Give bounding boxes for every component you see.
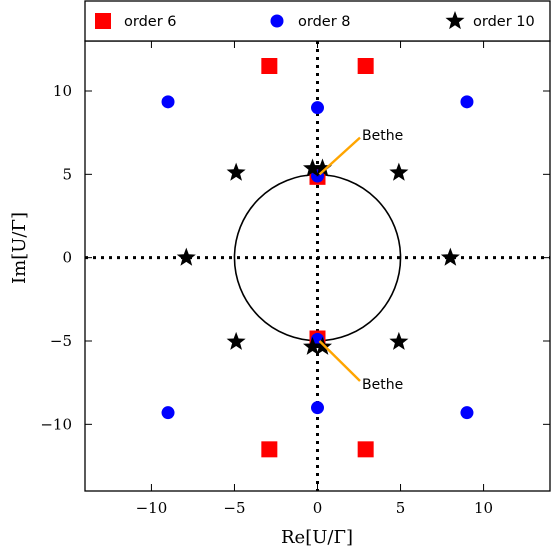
y-tick-label: 10 [53, 82, 72, 100]
plot-content [84, 40, 551, 492]
annotation-arrow [318, 136, 361, 176]
annotation-arrow [318, 340, 361, 382]
y-axis-label: Im[U/Γ] [9, 212, 30, 284]
legend-label-order-6: order 6 [124, 14, 177, 30]
data-point [303, 158, 323, 177]
data-point [389, 162, 409, 181]
data-point [261, 58, 278, 74]
data-point [303, 336, 323, 355]
data-point [460, 406, 474, 420]
data-point [311, 401, 324, 415]
legend: order 6 order 8 order 10 [84, 0, 551, 42]
data-point [460, 95, 474, 109]
data-point [311, 101, 324, 115]
legend-marker [270, 14, 284, 28]
data-point [357, 441, 374, 458]
data-point [389, 331, 409, 350]
legend-label-order-10: order 10 [473, 14, 535, 30]
y-tick-label: −5 [50, 332, 72, 350]
x-tick-label: 5 [396, 499, 406, 517]
data-point [440, 247, 460, 266]
y-tick-labels: −10 −5 0 5 10 [40, 82, 72, 433]
series-order-10 [176, 158, 460, 355]
series-order-8 [161, 95, 474, 420]
legend-label-order-8: order 8 [298, 14, 351, 30]
annotation-bethe-top: Bethe [362, 128, 403, 144]
data-point [357, 58, 374, 74]
x-tick-labels: −10 −5 0 5 10 [136, 499, 494, 517]
x-tick-label: 0 [313, 499, 323, 517]
data-point [312, 336, 332, 355]
data-point [312, 158, 332, 177]
legend-box [84, 0, 551, 42]
x-tick-label: −10 [136, 499, 168, 517]
data-point [226, 162, 246, 181]
x-tick-label: −5 [223, 499, 245, 517]
x-tick-label: 10 [474, 499, 493, 517]
data-point [161, 406, 175, 420]
legend-marker [95, 13, 111, 29]
legend-marker-order-6 [95, 13, 111, 29]
y-tick-label: 5 [62, 165, 72, 183]
annotation-bethe-bottom: Bethe [362, 377, 403, 393]
legend-marker-order-8 [270, 14, 284, 28]
data-point [226, 331, 246, 350]
data-point [261, 441, 278, 458]
data-point [176, 247, 196, 266]
y-tick-label: −10 [40, 415, 72, 433]
legend-marker [445, 11, 465, 30]
legend-marker-order-10 [445, 11, 465, 30]
y-tick-label: 0 [62, 249, 72, 267]
x-axis-label: Re[U/Γ] [281, 527, 353, 548]
data-point [161, 95, 175, 109]
